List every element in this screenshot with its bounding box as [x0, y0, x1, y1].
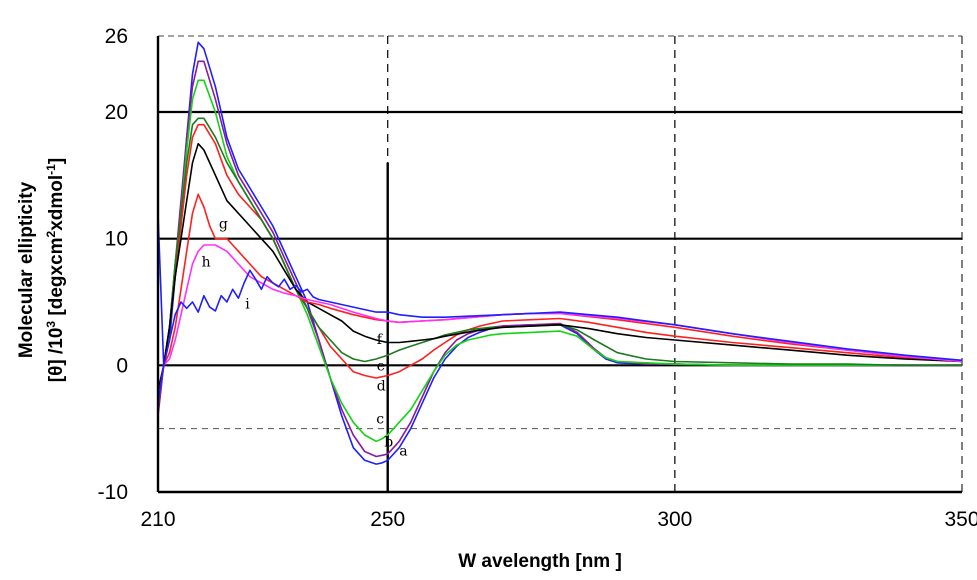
- curve-label-i: i: [245, 296, 250, 312]
- x-tick-label: 210: [140, 508, 175, 531]
- axes: [156, 36, 962, 494]
- x-tick-label: 350: [944, 508, 977, 531]
- series-line-d: [157, 123, 963, 404]
- curve-label-a: a: [399, 443, 407, 459]
- y-axis-title-line1: Molecular ellipticity: [16, 181, 37, 358]
- x-tick-label: 300: [657, 508, 692, 531]
- curve-label-f: f: [377, 332, 384, 348]
- series-line-h: [157, 244, 963, 404]
- y-tick-label: 10: [105, 228, 128, 251]
- series-line-g: [157, 193, 963, 404]
- series-line-a: [157, 41, 962, 465]
- curve-label-d: d: [377, 379, 386, 395]
- curve-label-b: b: [384, 434, 393, 450]
- curve-label-g: g: [219, 217, 228, 233]
- y-axis-title-part: ]: [46, 158, 67, 164]
- y-axis-title-superscript: 3: [44, 321, 58, 328]
- series-line-f: [157, 142, 963, 391]
- y-axis-title: Molecular ellipticity [θ] /103 [degxcm2x…: [16, 158, 67, 382]
- series-line-c: [157, 79, 962, 443]
- series-line-e: [157, 117, 962, 404]
- curve-label-h: h: [202, 255, 211, 271]
- y-tick-label: 20: [105, 101, 128, 124]
- y-axis-title-superscript: -1: [44, 164, 58, 175]
- series-lines: [157, 41, 963, 465]
- y-tick-label: -10: [98, 481, 128, 504]
- series-line-b: [157, 60, 962, 458]
- curve-label-c: c: [376, 412, 384, 428]
- x-axis-title: W avelength [nm ]: [458, 551, 622, 572]
- y-tick-label: 0: [116, 354, 128, 377]
- y-axis-title-line2: [θ] /103 [degxcm2xdmol-1]: [44, 158, 67, 382]
- x-tick-label: 250: [370, 508, 405, 531]
- y-tick-label: 26: [105, 25, 128, 48]
- series-line-i: [157, 269, 963, 404]
- y-axis-title-part: [θ] /10: [46, 328, 67, 383]
- y-axis-title-part: [degxcm: [46, 237, 67, 320]
- y-axis-title-superscript: 2: [44, 230, 58, 237]
- y-axis-title-part: xdmol: [46, 175, 67, 231]
- tick-labels: -10 0 10 20 26 210 250 300 350: [98, 25, 977, 531]
- curve-label-e: e: [377, 358, 385, 374]
- grid-lines: [158, 35, 963, 492]
- curve-labels: abc def g h i: [202, 217, 408, 460]
